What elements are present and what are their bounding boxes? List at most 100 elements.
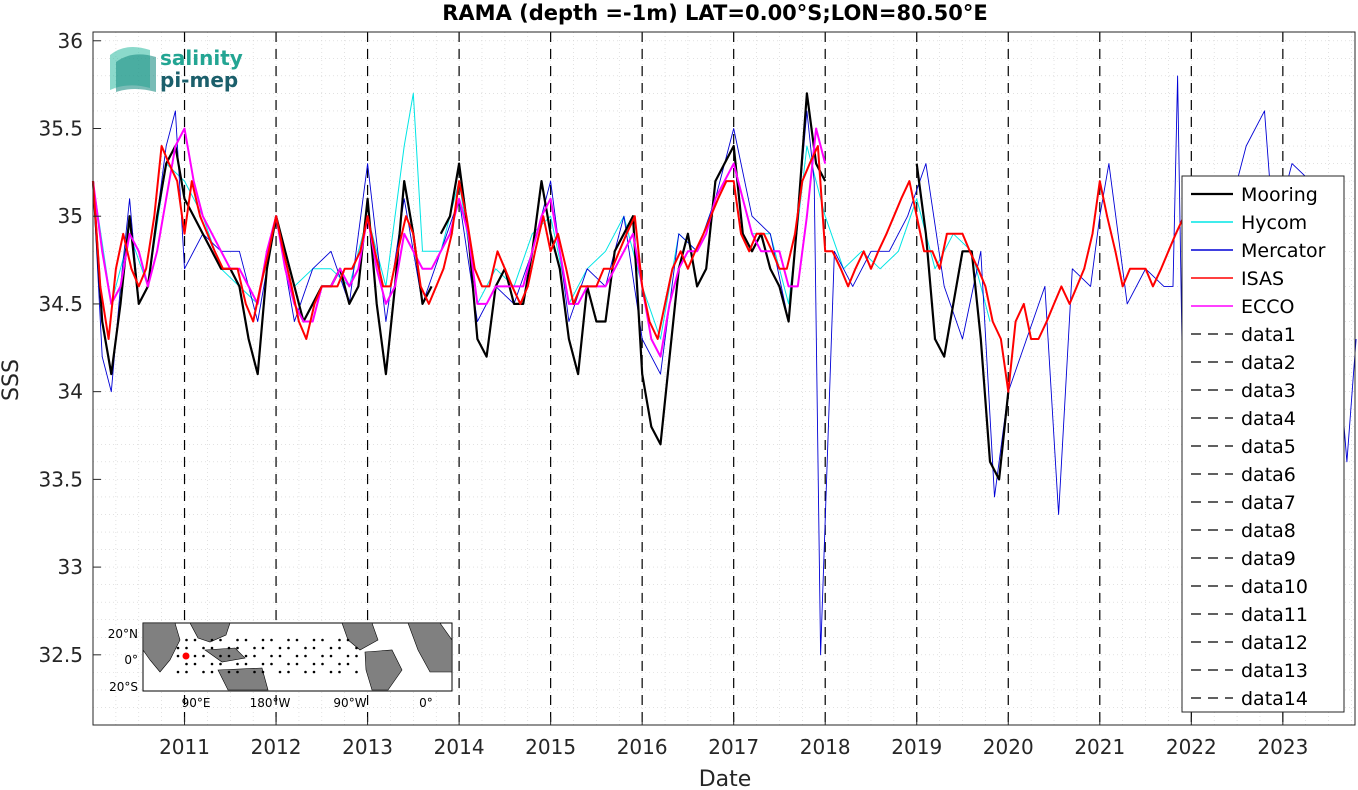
mooring-dot	[278, 646, 282, 650]
mooring-dot	[346, 662, 350, 666]
legend-label: data9	[1241, 548, 1296, 570]
mooring-dot	[193, 654, 197, 658]
mooring-dot	[321, 662, 324, 666]
mooring-dot	[202, 654, 205, 658]
mooring-dot	[338, 670, 341, 674]
y-tick-label: 35	[58, 204, 83, 228]
chart-title: RAMA (depth =-1m) LAT=0.00°S;LON=80.50°E	[442, 1, 988, 25]
mooring-dot	[236, 638, 239, 642]
mooring-dot	[210, 670, 214, 674]
mooring-dot	[244, 638, 248, 642]
mooring-dot	[338, 638, 341, 642]
mooring-dot	[304, 646, 307, 650]
inset-map: 20°N 0° 20°S 90°E 180°W 90°W 0°	[108, 622, 453, 710]
mooring-dot	[287, 646, 290, 650]
mooring-dot	[227, 646, 231, 650]
mooring-dots	[176, 638, 358, 674]
selected-mooring-marker	[182, 652, 190, 660]
x-tick-label: 2012	[251, 735, 302, 759]
x-ticks: 2011 2012 2013 2014 2015 2016 2017 2018 2019 2020…	[159, 717, 1308, 759]
mooring-dot	[304, 654, 307, 658]
legend-label: data1	[1241, 324, 1296, 346]
mooring-dot	[278, 654, 282, 658]
mooring-dot	[261, 646, 265, 650]
mooring-dot	[253, 654, 256, 658]
series-isas-line	[92, 145, 1199, 393]
y-tick-label: 33	[58, 555, 83, 579]
legend-box	[1181, 175, 1345, 713]
mooring-dot	[329, 670, 333, 674]
series-hycom-line	[92, 92, 991, 340]
mooring-dot	[346, 654, 350, 658]
mooring-dot	[261, 662, 265, 666]
map-lat-label-2: 0°	[124, 653, 138, 667]
mooring-dot	[278, 670, 282, 674]
mooring-dot	[355, 654, 358, 658]
legend-label: data6	[1241, 464, 1296, 486]
y-tick-label: 36	[58, 29, 83, 53]
mooring-dot	[219, 638, 222, 642]
mooring-dot	[202, 646, 205, 650]
map-lat-label-1: 20°N	[108, 627, 138, 641]
mooring-dot	[346, 638, 350, 642]
mooring-dot	[236, 662, 239, 666]
map-lon-label-2: 180°W	[250, 696, 291, 710]
y-axis-label: SSS	[0, 359, 24, 401]
mooring-dot	[210, 646, 214, 650]
salinity-pi-mep-logo: salinity pi-mep	[110, 46, 243, 92]
mooring-dot	[227, 654, 231, 658]
mooring-dot	[176, 670, 180, 674]
mooring-dot	[312, 670, 316, 674]
legend-label: Hycom	[1241, 212, 1307, 234]
x-tick-label: 2011	[159, 735, 210, 759]
mooring-dot	[355, 670, 358, 674]
mooring-dot	[355, 646, 358, 650]
legend-label: data14	[1241, 688, 1308, 710]
mooring-dot	[261, 670, 265, 674]
legend-label: data3	[1241, 380, 1296, 402]
x-tick-label: 2015	[525, 735, 576, 759]
mooring-dot	[244, 662, 248, 666]
mooring-dot	[185, 646, 188, 650]
mooring-dot	[312, 662, 316, 666]
series-group	[91, 75, 1357, 656]
legend-label: data2	[1241, 352, 1296, 374]
x-tick-label: 2017	[708, 735, 759, 759]
logo-line1: salinity	[160, 46, 243, 70]
mooring-dot	[210, 662, 214, 666]
y-tick-label: 34.5	[38, 292, 83, 316]
mooring-dot	[210, 638, 214, 642]
y-ticks: 32.5 33 33.5 34 34.5 35 35.5 36	[38, 29, 101, 667]
mooring-dot	[312, 638, 316, 642]
legend-label: data5	[1241, 436, 1296, 458]
x-tick-label: 2020	[983, 735, 1034, 759]
legend-label: data4	[1241, 408, 1296, 430]
x-tick-label: 2016	[617, 735, 668, 759]
mooring-dot	[193, 638, 197, 642]
y-tick-label: 34	[58, 380, 83, 404]
y-tick-label: 35.5	[38, 116, 83, 140]
x-tick-label: 2021	[1074, 735, 1125, 759]
mooring-dot	[329, 654, 333, 658]
legend: Mooring Hycom Mercator ISAS ECCO data1 data2 da…	[1181, 175, 1345, 713]
mooring-dot	[295, 662, 299, 666]
mooring-dot	[176, 654, 180, 658]
mooring-dot	[295, 638, 299, 642]
mooring-dot	[287, 638, 290, 642]
y-tick-label: 32.5	[38, 643, 83, 667]
mooring-dot	[270, 654, 273, 658]
mooring-dot	[321, 654, 324, 658]
x-tick-label: 2013	[342, 735, 393, 759]
mooring-dot	[185, 638, 188, 642]
mooring-dot	[338, 662, 341, 666]
x-tick-label: 2019	[891, 735, 942, 759]
legend-label: data8	[1241, 520, 1296, 542]
logo-line2: pi-mep	[160, 68, 238, 92]
mooring-dot	[244, 654, 248, 658]
mooring-dot	[185, 670, 188, 674]
mooring-dot	[202, 670, 205, 674]
mooring-dot	[176, 646, 180, 650]
mooring-dot	[185, 662, 188, 666]
mooring-dot	[321, 638, 324, 642]
